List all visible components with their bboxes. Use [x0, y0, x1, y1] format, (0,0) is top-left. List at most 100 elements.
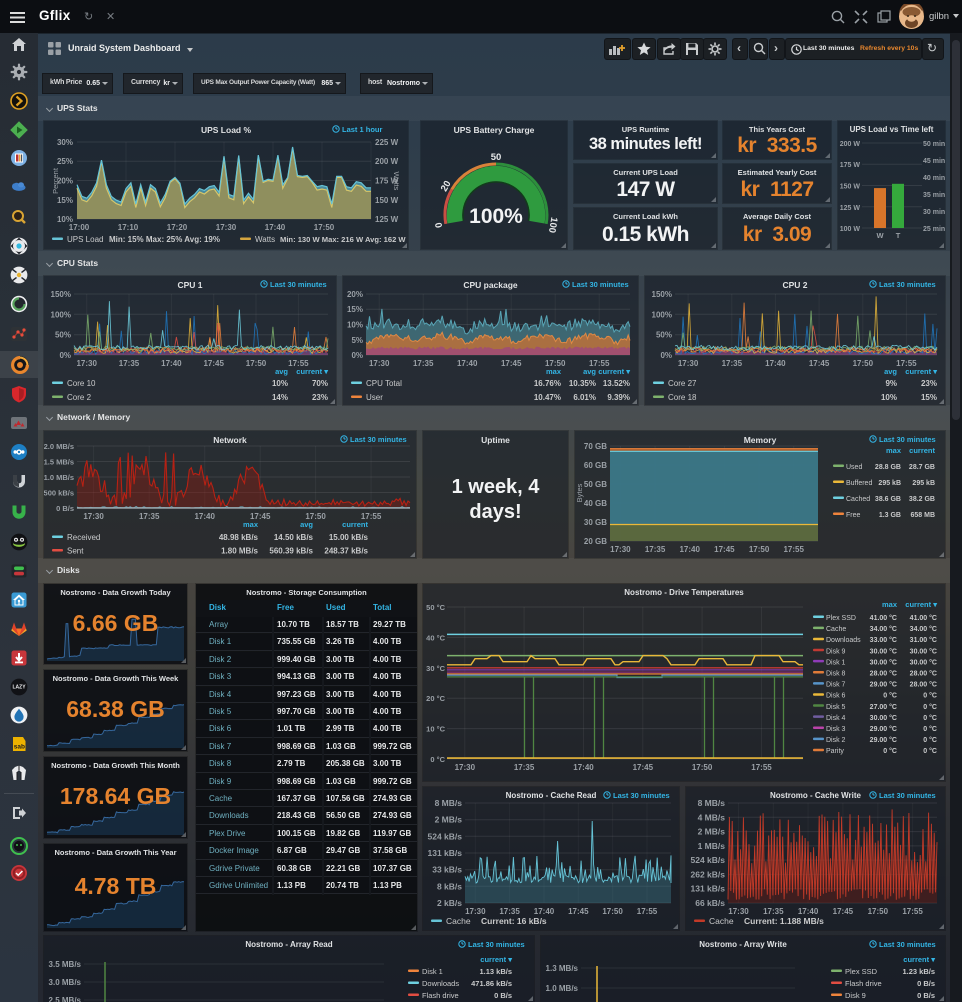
svg-text:Flash drive: Flash drive — [845, 979, 882, 988]
svg-text:17:45: 17:45 — [809, 359, 830, 368]
svg-text:Current: 16 kB/s: Current: 16 kB/s — [481, 916, 547, 926]
svg-text:avg: avg — [583, 367, 596, 376]
svg-text:2 MB/s: 2 MB/s — [698, 827, 726, 837]
svg-text:30.00 °C: 30.00 °C — [870, 658, 897, 666]
svg-text:0%: 0% — [351, 351, 363, 360]
svg-text:17:40: 17:40 — [679, 545, 700, 554]
svg-text:Free: Free — [846, 512, 861, 519]
svg-text:17:30: 17:30 — [678, 359, 699, 368]
svg-text:current ▾: current ▾ — [905, 600, 938, 609]
svg-text:17:55: 17:55 — [288, 359, 309, 368]
svg-text:66 kB/s: 66 kB/s — [695, 898, 725, 908]
svg-text:60 GB: 60 GB — [584, 461, 607, 470]
svg-text:20%: 20% — [347, 290, 363, 299]
svg-text:40 GB: 40 GB — [584, 499, 607, 508]
svg-text:30.00 °C: 30.00 °C — [870, 647, 897, 655]
svg-text:Disk 3: Disk 3 — [826, 726, 846, 733]
svg-text:17:30: 17:30 — [465, 907, 486, 916]
svg-text:Cache: Cache — [446, 916, 471, 926]
svg-text:17:30: 17:30 — [455, 763, 476, 772]
svg-text:48.98 kB/s: 48.98 kB/s — [219, 533, 259, 542]
svg-text:Disk 1: Disk 1 — [826, 659, 846, 666]
svg-text:1.80 MB/s: 1.80 MB/s — [221, 547, 258, 556]
svg-text:658 MB: 658 MB — [910, 512, 935, 519]
svg-text:20 GB: 20 GB — [584, 537, 607, 546]
svg-text:sab: sab — [14, 744, 25, 751]
svg-text:Last 30 minutes: Last 30 minutes — [879, 280, 936, 289]
svg-text:131 kB/s: 131 kB/s — [691, 884, 726, 894]
svg-text:34.00 °C: 34.00 °C — [870, 625, 897, 633]
svg-text:Cached: Cached — [846, 496, 870, 503]
svg-text:0 °C: 0 °C — [923, 736, 937, 744]
svg-text:524 kB/s: 524 kB/s — [428, 831, 463, 841]
svg-text:10.35%: 10.35% — [569, 379, 596, 388]
svg-text:17:50: 17:50 — [246, 359, 267, 368]
svg-text:max: max — [882, 600, 898, 609]
svg-text:8 kB/s: 8 kB/s — [437, 881, 462, 891]
svg-text:45 min: 45 min — [923, 158, 945, 165]
svg-text:Last 1 hour: Last 1 hour — [342, 125, 383, 134]
svg-text:Core 2: Core 2 — [67, 393, 92, 402]
svg-text:T: T — [896, 231, 901, 240]
svg-text:40 min: 40 min — [923, 175, 945, 182]
svg-text:10%: 10% — [881, 393, 897, 402]
svg-text:Last 30 minutes: Last 30 minutes — [572, 280, 629, 289]
svg-text:Disk 9: Disk 9 — [826, 648, 846, 655]
svg-text:100 W: 100 W — [840, 226, 861, 233]
svg-text:17:45: 17:45 — [203, 359, 224, 368]
svg-text:16.76%: 16.76% — [534, 379, 561, 388]
svg-text:Last 30 minutes: Last 30 minutes — [468, 940, 525, 949]
svg-text:31.00 °C: 31.00 °C — [910, 636, 937, 644]
svg-text:10%: 10% — [347, 321, 363, 330]
svg-text:Disk 2: Disk 2 — [826, 737, 846, 744]
svg-text:Core 18: Core 18 — [668, 393, 697, 402]
svg-text:Used: Used — [846, 464, 862, 471]
svg-text:Last 30 minutes: Last 30 minutes — [879, 940, 936, 949]
svg-text:131 kB/s: 131 kB/s — [428, 848, 463, 858]
svg-text:0 B/s: 0 B/s — [56, 504, 74, 513]
svg-text:17:55: 17:55 — [361, 512, 382, 521]
svg-text:Core 27: Core 27 — [668, 379, 697, 388]
svg-text:0 °C: 0 °C — [923, 725, 937, 733]
svg-text:Cache: Cache — [709, 916, 734, 926]
svg-text:2.5 MB/s: 2.5 MB/s — [49, 996, 82, 1002]
svg-text:3.5 MB/s: 3.5 MB/s — [49, 960, 82, 969]
svg-text:5%: 5% — [351, 336, 363, 345]
svg-text:Current: 1.188 MB/s: Current: 1.188 MB/s — [744, 916, 824, 926]
svg-text:1.13 kB/s: 1.13 kB/s — [479, 967, 512, 976]
svg-text:15%: 15% — [57, 196, 73, 205]
svg-text:28.00 °C: 28.00 °C — [910, 681, 937, 689]
svg-text:current: current — [342, 520, 368, 529]
svg-text:30 GB: 30 GB — [584, 518, 607, 527]
svg-text:0 B/s: 0 B/s — [917, 991, 935, 1000]
svg-text:17:45: 17:45 — [568, 907, 589, 916]
svg-text:50%: 50% — [656, 331, 672, 340]
svg-text:avg: avg — [275, 367, 288, 376]
svg-text:150%: 150% — [51, 290, 71, 299]
svg-text:17:30: 17:30 — [369, 359, 390, 368]
svg-text:Disk 1: Disk 1 — [422, 967, 443, 976]
svg-text:524 kB/s: 524 kB/s — [691, 855, 726, 865]
svg-text:Last 30 minutes: Last 30 minutes — [879, 791, 936, 800]
svg-text:17:35: 17:35 — [763, 907, 784, 916]
svg-text:17:50: 17:50 — [868, 907, 889, 916]
svg-text:17:40: 17:40 — [194, 512, 215, 521]
svg-text:50 °C: 50 °C — [426, 603, 445, 612]
svg-text:0 °C: 0 °C — [923, 692, 937, 700]
svg-text:Plex SSD: Plex SSD — [845, 967, 878, 976]
svg-text:17:50: 17:50 — [545, 359, 566, 368]
svg-text:0 °C: 0 °C — [430, 755, 445, 764]
svg-text:30.00 °C: 30.00 °C — [870, 714, 897, 722]
svg-text:17:30: 17:30 — [76, 359, 97, 368]
svg-text:17:35: 17:35 — [514, 763, 535, 772]
svg-text:17:10: 17:10 — [118, 223, 139, 232]
svg-text:15%: 15% — [347, 305, 363, 314]
svg-text:17:20: 17:20 — [167, 223, 188, 232]
svg-text:28.8 GB: 28.8 GB — [875, 464, 901, 471]
svg-text:14%: 14% — [272, 393, 288, 402]
svg-text:6.01%: 6.01% — [573, 393, 596, 402]
svg-text:Disk 6: Disk 6 — [826, 693, 846, 700]
svg-text:17:35: 17:35 — [119, 359, 140, 368]
svg-text:17:35: 17:35 — [499, 907, 520, 916]
svg-text:471.86 kB/s: 471.86 kB/s — [471, 979, 512, 988]
